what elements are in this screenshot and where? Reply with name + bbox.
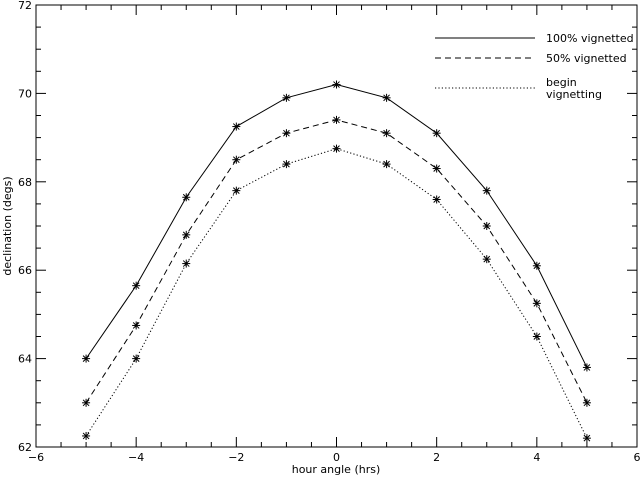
data-point — [332, 144, 341, 153]
data-point — [332, 80, 341, 89]
data-point — [382, 160, 391, 169]
marker-stroke — [333, 81, 340, 88]
data-point — [532, 261, 541, 270]
marker-stroke — [333, 116, 340, 124]
data-point — [132, 354, 141, 363]
legend-label: 100% vignetted — [546, 32, 634, 45]
series-group — [82, 80, 591, 443]
marker-stroke — [232, 123, 240, 130]
series-line — [85, 148, 588, 439]
series-2 — [82, 115, 591, 407]
y-tick-label: 66 — [18, 264, 32, 277]
data-point — [182, 230, 191, 239]
y-tick-label: 64 — [18, 353, 32, 366]
data-point — [282, 160, 291, 169]
marker-stroke — [182, 260, 190, 267]
y-axis-label: declination (degs) — [1, 176, 14, 275]
data-point — [132, 281, 141, 290]
marker-stroke — [82, 432, 90, 440]
x-tick-label: −4 — [128, 451, 144, 464]
data-point — [82, 431, 91, 440]
marker-stroke — [132, 322, 140, 329]
data-point — [132, 321, 141, 330]
marker-stroke — [182, 231, 190, 239]
series-line — [85, 119, 588, 404]
marker-stroke — [283, 129, 290, 137]
legend-label: vignetting — [546, 88, 602, 101]
legend: 100% vignetted 50% vignetted beginvignetti… — [435, 32, 634, 101]
plot-frame — [35, 4, 638, 448]
data-point — [482, 255, 491, 264]
data-point — [82, 398, 91, 407]
x-tick-label: −2 — [228, 451, 244, 464]
x-tick-label: 4 — [533, 451, 540, 464]
marker-stroke — [533, 333, 541, 340]
data-point — [582, 434, 591, 443]
marker-stroke — [433, 129, 441, 137]
y-tick-label: 68 — [18, 176, 32, 189]
marker-stroke — [383, 94, 390, 102]
marker-stroke — [433, 165, 441, 172]
data-point — [182, 193, 191, 202]
marker-stroke — [583, 434, 591, 442]
series-3 — [82, 144, 591, 443]
data-point — [182, 259, 191, 268]
y-tick-label: 62 — [18, 441, 32, 454]
marker-stroke — [283, 160, 290, 168]
x-axis-label: hour angle (hrs) — [292, 463, 381, 476]
data-point — [482, 222, 491, 230]
marker-stroke — [132, 282, 140, 290]
marker-stroke — [283, 94, 290, 102]
marker-stroke — [232, 187, 240, 194]
marker-stroke — [483, 222, 491, 230]
data-point — [432, 164, 441, 173]
x-tick-label: 0 — [333, 451, 340, 464]
data-point — [432, 195, 441, 204]
data-point — [382, 93, 391, 102]
legend-label: 50% vignetted — [546, 52, 627, 65]
data-point — [232, 186, 241, 195]
series-1 — [82, 80, 591, 372]
marker-stroke — [232, 156, 240, 164]
data-point — [382, 129, 391, 138]
x-tick-label: 6 — [634, 451, 640, 464]
marker-stroke — [132, 355, 140, 362]
marker-stroke — [533, 262, 541, 270]
marker-stroke — [433, 196, 441, 203]
marker-stroke — [333, 145, 340, 153]
data-point — [432, 129, 441, 138]
axis-ticks: −6 −4 −2 0 2 4 6 62 64 66 68 70 72 — [18, 0, 640, 464]
marker-stroke — [383, 160, 390, 168]
marker-stroke — [583, 399, 591, 407]
data-point — [582, 363, 591, 372]
series-line — [85, 84, 588, 368]
y-tick-label: 70 — [18, 87, 32, 100]
data-point — [232, 155, 241, 164]
marker-stroke — [383, 129, 390, 137]
data-point — [282, 93, 291, 102]
data-point — [232, 122, 241, 131]
x-tick-label: 2 — [433, 451, 440, 464]
marker-stroke — [82, 399, 90, 407]
legend-label: begin — [546, 76, 577, 89]
data-point — [532, 299, 541, 308]
data-point — [482, 186, 491, 195]
marker-stroke — [533, 299, 541, 307]
marker-stroke — [583, 364, 591, 371]
x-tick-label: −6 — [28, 451, 44, 464]
marker-stroke — [82, 355, 90, 362]
data-point — [582, 398, 591, 407]
marker-stroke — [483, 255, 491, 263]
data-point — [282, 129, 291, 138]
marker-stroke — [483, 187, 491, 194]
data-point — [532, 332, 541, 341]
y-tick-label: 72 — [18, 0, 32, 12]
data-point — [332, 115, 341, 124]
data-point — [82, 354, 91, 363]
marker-stroke — [182, 193, 190, 201]
